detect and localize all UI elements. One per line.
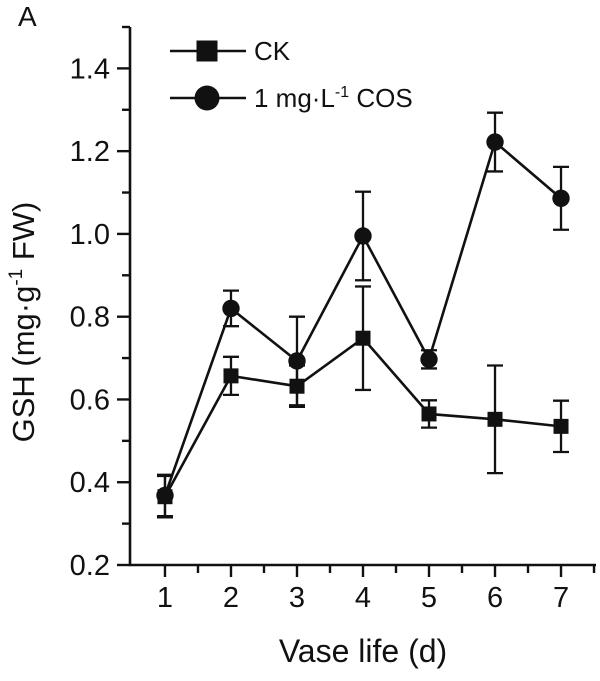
legend-label-1: 1 mg·L-1 COS	[254, 83, 413, 113]
data-marker-circle-d3	[288, 352, 306, 370]
data-marker-circle-d4	[354, 227, 372, 245]
x-axis-title: Vase life (d)	[279, 633, 447, 669]
data-marker-square-d4	[355, 330, 371, 346]
y-axis-title: GSH (mg·g-1 FW)	[6, 202, 41, 443]
x-tick-label: 2	[223, 582, 239, 614]
data-marker-square-d2	[223, 368, 239, 384]
x-tick-label: 5	[421, 582, 437, 614]
y-tick-label: 1.0	[70, 219, 110, 251]
data-marker-square-d5	[421, 406, 437, 422]
panel-label: A	[18, 1, 37, 32]
data-marker-square-d3	[289, 378, 305, 394]
x-tick-label: 4	[355, 582, 371, 614]
data-marker-circle-d7	[552, 189, 570, 208]
y-tick-label: 0.6	[70, 384, 110, 416]
data-marker-circle-d2	[222, 299, 240, 318]
x-tick-label: 3	[289, 582, 305, 614]
y-tick-label: 1.2	[70, 136, 110, 168]
legend-marker-square	[196, 40, 218, 62]
data-marker-circle-d5	[420, 350, 438, 369]
y-tick-label: 0.4	[70, 467, 110, 499]
x-tick-label: 6	[487, 582, 503, 614]
data-marker-circle-d6	[486, 133, 504, 151]
data-marker-square-d7	[553, 418, 569, 434]
legend-marker-circle	[194, 85, 220, 111]
y-tick-label: 0.8	[70, 302, 110, 334]
y-tick-label: 0.2	[70, 550, 110, 582]
x-tick-label: 1	[157, 582, 173, 614]
legend-label-0: CK	[254, 36, 291, 66]
y-tick-label: 1.4	[70, 53, 110, 85]
data-marker-circle-d1	[156, 486, 174, 505]
data-marker-square-d6	[487, 411, 503, 427]
x-tick-label: 7	[553, 582, 569, 614]
